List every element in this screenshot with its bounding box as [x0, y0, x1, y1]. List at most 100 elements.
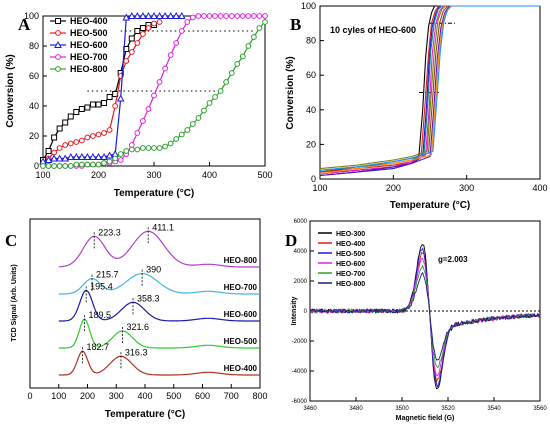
panel-d-xtick-label: 3540	[487, 406, 501, 412]
panel-a-data-point	[162, 143, 169, 150]
panel-d-xtick-label: 3560	[533, 406, 547, 412]
panel-d-xtick-label: 3460	[303, 406, 317, 412]
panel-a-data-point	[101, 130, 107, 136]
panel-a-data-point	[251, 13, 257, 19]
panel-a-ticks: 100 200 300 400 500 0 20 40 60 80 100	[24, 11, 273, 180]
panel-c-series-line	[58, 318, 260, 349]
panel-a-data-point	[128, 49, 135, 55]
panel-a-data-point	[223, 13, 230, 19]
panel-a-data-point	[73, 161, 80, 168]
panel-a-data-point	[45, 163, 52, 169]
panel-a-data-point	[144, 11, 153, 19]
panel-a-legend-label: HEO-600	[70, 40, 108, 50]
panel-a-data-point	[117, 151, 124, 157]
panel-a-data-point	[173, 40, 180, 46]
panel-a-ytick-label: 100	[24, 11, 39, 21]
panel-c-annotations: HEO-800 223.3 411.1 HEO-700 215.7 390 HEO-600 1…	[82, 222, 258, 373]
panel-a-ytick-label: 20	[29, 131, 39, 141]
panel-a-data-point	[122, 13, 131, 21]
panel-d-ticks: 3460 3480 3500 3520 3540 3560 -6000 -4000 -2000 0…	[292, 219, 548, 412]
panel-a-data-point	[172, 11, 181, 19]
panel-c-xtick-label: 300	[109, 391, 124, 401]
panel-d-ytick-label: 4000	[294, 249, 308, 255]
panel-c-xtick-label: 800	[252, 391, 267, 401]
panel-a-data-point	[105, 151, 114, 159]
panel-d-ylabel: Intensity	[291, 297, 298, 326]
panel-b-cycle-line	[319, 5, 540, 170]
panel-a-data-point	[178, 131, 185, 138]
panel-a-data-point	[145, 145, 152, 151]
panel-a-xtick-label: 100	[35, 170, 50, 180]
panel-a-data-point	[67, 113, 74, 120]
panel-a-data-point	[89, 101, 96, 108]
panel-d: D 3460 3480 3500 3520 3540 3560 -6000 -4000 -200…	[285, 219, 547, 422]
panel-a-data-point	[256, 25, 263, 31]
panel-a-data-point	[84, 104, 91, 111]
panel-a-data-point	[78, 152, 86, 160]
panel-a-data-point	[177, 11, 186, 19]
panel-a-legend-marker	[54, 40, 62, 48]
panel-a-data-point	[228, 13, 235, 19]
panel-c-peak-label: 189.5	[88, 310, 111, 320]
panel-a-data-point	[212, 13, 218, 19]
panel-a-legend-label: HEO-400	[70, 16, 108, 26]
panel-a-data-point	[189, 121, 196, 127]
panel-a-data-point	[195, 13, 202, 19]
panel-a-data-point	[62, 163, 69, 169]
panel-a-data-point	[161, 11, 169, 19]
panel-a-data-point	[239, 13, 246, 19]
panel-d-ytick-label: 6000	[294, 219, 308, 225]
panel-a-data-point	[116, 94, 125, 102]
panel-a-data-point	[112, 103, 119, 109]
panel-c-series-line	[58, 350, 260, 376]
panel-a-data-point	[166, 11, 175, 19]
panel-a-ytick-label: 0	[34, 161, 39, 171]
panel-a-data-point	[55, 154, 64, 162]
panel-d-ytick-label: -2000	[292, 339, 308, 345]
panel-b-ticks: 100 200 300 400 0 20 40 60 80 100	[301, 1, 548, 193]
panel-a-data-point	[184, 19, 191, 25]
panel-a-series	[39, 11, 268, 169]
panel-d-ytick-label: 0	[304, 309, 308, 315]
panel-a-data-point	[140, 145, 146, 151]
panel-b-ytick-label: 80	[306, 36, 316, 46]
panel-a-data-point	[67, 163, 74, 169]
panel-b-annotation: 10 cyles of HEO-600	[330, 25, 416, 35]
panel-a-data-point	[251, 34, 257, 40]
panel-a-data-point	[167, 52, 174, 58]
panel-a-legend-marker	[55, 66, 61, 72]
panel-a-data-point	[133, 11, 142, 19]
panel-b-cycle-line	[319, 5, 540, 177]
panel-a-data-point	[123, 58, 130, 64]
panel-a-data-point	[100, 152, 108, 160]
panel-a-data-point	[56, 145, 63, 151]
panel-c-series-line	[58, 289, 260, 322]
panel-a-legend-label: HEO-800	[70, 64, 108, 74]
panel-a-data-point	[106, 94, 113, 100]
panel-a-data-point	[140, 118, 146, 124]
panel-a-data-point	[256, 13, 263, 19]
panel-a-data-point	[151, 92, 157, 99]
panel-c-peak-label: 411.1	[152, 222, 174, 232]
panel-a-data-point	[94, 152, 103, 160]
panel-c-xtick-label: 100	[51, 391, 66, 401]
panel-c-series	[58, 230, 260, 376]
panel-a-xlabel: Temperature (°C)	[114, 188, 195, 199]
panel-a-data-point	[239, 53, 246, 60]
panel-a-data-point	[56, 125, 63, 132]
panel-a-data-point	[62, 119, 69, 126]
panel-a-data-point	[56, 163, 63, 169]
panel-c-ylabel: TCD Signal (Arb. Units)	[11, 264, 18, 341]
panel-a-data-point	[223, 79, 230, 85]
panel-a-data-point	[45, 148, 52, 154]
panel-a-data-point	[189, 14, 196, 21]
panel-c-peak-label: 182.7	[87, 342, 110, 352]
panel-b-xtick-label: 300	[459, 183, 474, 193]
panel-c-series-label: HEO-800	[224, 256, 258, 265]
panel-a-xtick-label: 200	[91, 170, 106, 180]
panel-a-data-point	[134, 28, 141, 34]
panel-a-data-point	[73, 139, 80, 145]
panel-a-data-point	[150, 11, 158, 19]
panel-c-xtick-label: 200	[80, 391, 95, 401]
panel-a-data-point	[156, 79, 163, 85]
